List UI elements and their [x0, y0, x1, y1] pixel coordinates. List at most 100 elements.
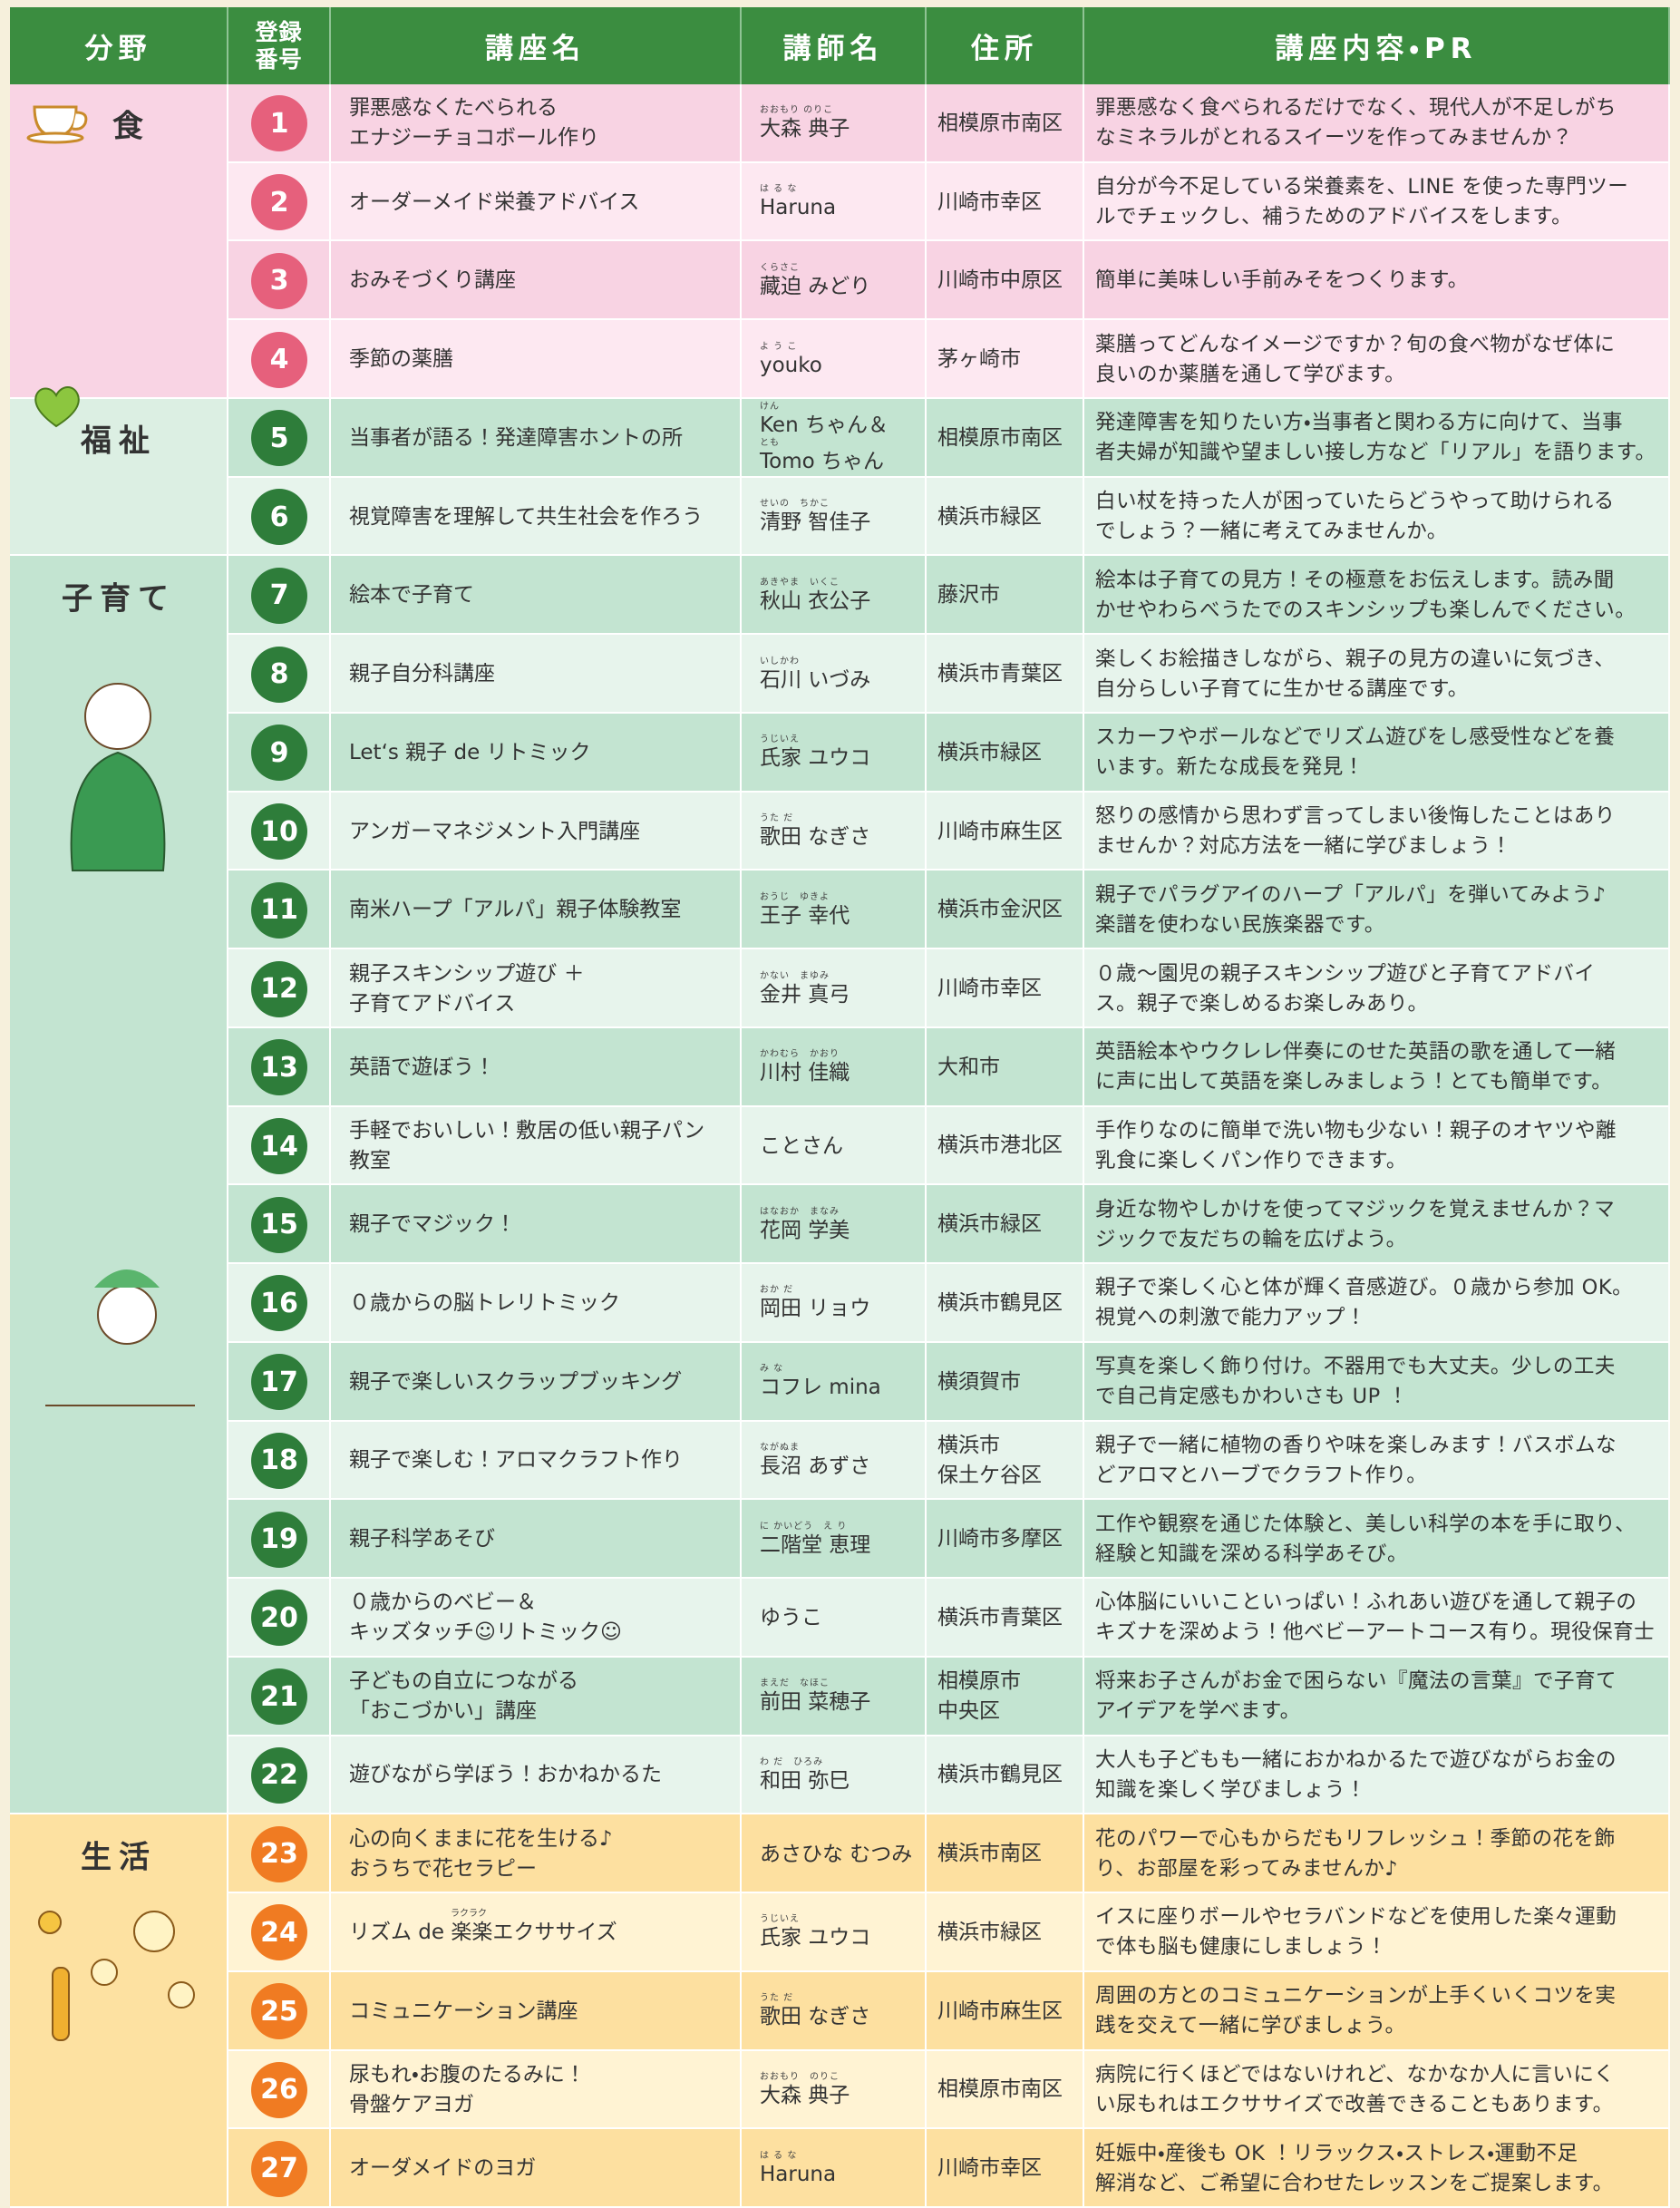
- course-title: 絵本で子育て: [331, 556, 742, 635]
- number-badge: 2: [251, 174, 307, 231]
- pr-line: 白い杖を持った人が困っていたらどうやって助けられる: [1095, 490, 1615, 514]
- row-cell: [742, 1500, 927, 1580]
- row-cell: [742, 84, 927, 163]
- lecturer-reading: わ だ ひろみ: [760, 1756, 824, 1767]
- category-cell: [10, 556, 228, 1815]
- pr-line: ませんか？対応方法を一緒に学びましょう！: [1095, 834, 1512, 859]
- lecturer: ことさん: [742, 1107, 927, 1186]
- row-cell: [331, 713, 742, 793]
- row-cell: [927, 635, 1084, 714]
- pr-line: で自己肯定感もかわいさも UP ！: [1095, 1385, 1409, 1409]
- address: 川崎市多摩区: [927, 1500, 1084, 1579]
- lecturer-name: Ken ちゃん＆: [760, 413, 889, 438]
- number-badge: 11: [251, 881, 307, 939]
- lecturer: けん Ken ちゃん＆ とも Tomo ちゃん: [742, 399, 927, 478]
- lecturer: おおもり のりこ 大森 典子: [742, 2051, 927, 2130]
- lecturer-name: 大森 典子: [760, 2083, 850, 2107]
- lecturer-name: 前田 菜穂子: [760, 1690, 871, 1715]
- row-cell: [331, 1814, 742, 1894]
- lecturer-name: 王子 幸代: [760, 903, 850, 928]
- address: 横浜市金沢区: [927, 871, 1084, 949]
- number-badge: 16: [251, 1275, 307, 1332]
- lecturer-line: くらさこ 藏迫 みどり: [760, 263, 927, 299]
- address: 相模原市南区: [927, 2051, 1084, 2130]
- course-title: 手軽でおいしい！敷居の低い親子パン 教室: [331, 1107, 742, 1186]
- pr-line: ジックで友だちの輪を広げよう。: [1095, 1227, 1407, 1251]
- number-badge: 20: [251, 1590, 307, 1647]
- title-line: 心の向くままに花を生ける♪: [349, 1826, 613, 1851]
- lecturer-name: 和田 弥巳: [760, 1768, 850, 1793]
- course-pr: 心体脳にいいこといっぱい！ふれあい遊びを通して親子の キズナを深めよう！他ベビーア…: [1084, 1579, 1670, 1658]
- row-cell: [331, 1264, 742, 1343]
- number-badge: 3: [251, 252, 307, 309]
- row-cell: [742, 1185, 927, 1265]
- course-title: 季節の薬膳: [331, 320, 742, 399]
- lecturer-reading: まえだ なほこ: [760, 1678, 830, 1689]
- lecturer: あさひな むつみ: [742, 1814, 927, 1893]
- row-cell: [742, 792, 927, 871]
- address: 相模原市南区: [927, 84, 1084, 163]
- title-line: 骨盤ケアヨガ: [349, 2092, 474, 2116]
- row-cell: [1084, 1106, 1670, 1186]
- title-line: 教室: [349, 1148, 391, 1172]
- row-cell: [331, 1185, 742, 1265]
- lecturer-line: み なコフレ mina: [760, 1364, 927, 1400]
- lecturer-line: ことさん: [760, 1133, 927, 1159]
- pr-line: 楽しくお絵描きしながら、親子の見方の違いに気づき、: [1095, 647, 1616, 671]
- number-badge: 15: [251, 1196, 307, 1253]
- row-cell: [742, 1342, 927, 1422]
- row-cell: [1084, 1893, 1670, 1972]
- address: 横浜市緑区: [927, 1185, 1084, 1264]
- pr-line: 良いのか薬膳を通して学びます。: [1095, 362, 1406, 386]
- number-badge: 23: [251, 1825, 307, 1882]
- lecturer-line: うた だ歌田 なぎさ: [760, 1993, 927, 2029]
- lecturer-name: 川村 佳織: [760, 1061, 850, 1085]
- row-cell: [927, 241, 1084, 321]
- number-badge: 27: [251, 2140, 307, 2197]
- pr-line: 手作りなのに簡単で洗い物も少ない！親子のオヤツや離: [1095, 1118, 1617, 1143]
- row-cell: [927, 713, 1084, 793]
- row-cell: [742, 2050, 927, 2130]
- header-text: 講座名: [485, 33, 586, 65]
- address: 横浜市南区: [927, 1814, 1084, 1893]
- pr-line: どアロマとハーブでクラフト作り。: [1095, 1463, 1428, 1487]
- course-title: 当事者が語る！発達障害ホントの所: [331, 399, 742, 478]
- address-line: 川崎市幸区: [937, 2156, 1042, 2181]
- lecturer-name: ゆうこ: [760, 1606, 822, 1630]
- header-text: 講師名: [782, 33, 884, 65]
- lecturer-reading: おおもり のりこ: [760, 105, 834, 116]
- row-cell: [1084, 1971, 1670, 2051]
- row-cell: [927, 1342, 1084, 1422]
- pr-line: 英語絵本やウクレレ伴奏にのせた英語の歌を通して一緒: [1095, 1040, 1617, 1065]
- lecturer: かわむら かおり 川村 佳織: [742, 1028, 927, 1107]
- course-title: 遊びながら学ぼう！おかねかるた: [331, 1736, 742, 1815]
- number-badge: 24: [251, 1904, 307, 1961]
- row-cell: [331, 2129, 742, 2208]
- address-line: 横浜市: [937, 1433, 1000, 1457]
- course-title: 尿もれ・お腹のたるみに！ 骨盤ケアヨガ: [331, 2051, 742, 2130]
- course-pr: 大人も子どもも一緒におかねかるたで遊びながらお金の 知識を楽しく学びましょう！: [1084, 1736, 1670, 1815]
- lecturer-name: 花岡 学美: [760, 1218, 850, 1242]
- pr-line: 者夫婦が知識や望ましい接し方など「リアル」を語ります。: [1095, 441, 1656, 465]
- course-pr: 自分が今不足している栄養素を、LINE を使った専門ツー ルでチェックし、補うため…: [1084, 163, 1670, 242]
- course-title: リズム de 楽楽エクササイズ: [331, 1893, 742, 1972]
- course-title: 親子科学あそび: [331, 1500, 742, 1579]
- course-pr: 薬膳ってどんなイメージですか？旬の食べ物がなぜ体に 良いのか薬膳を通して学びます。: [1084, 320, 1670, 399]
- lecturer-line: とも Tomo ちゃん: [760, 438, 927, 474]
- lecturer-reading: は る な: [760, 184, 798, 195]
- address-line: 横浜市港北区: [937, 1133, 1063, 1158]
- lecturer-name: Haruna: [760, 2162, 837, 2186]
- row-cell: [1084, 84, 1670, 163]
- row-cell: [742, 713, 927, 793]
- address: 横浜市 保土ケ谷区: [927, 1422, 1084, 1501]
- number-badge: 4: [251, 331, 307, 388]
- address-line: 中央区: [937, 1699, 1000, 1724]
- number-badge: 22: [251, 1746, 307, 1804]
- pr-line: 自分が今不足している栄養素を、LINE を使った専門ツー: [1095, 175, 1629, 199]
- lecturer-name: Tomo ちゃん: [760, 450, 885, 474]
- pr-line: スカーフやボールなどでリズム遊びをし感受性などを養: [1095, 725, 1616, 750]
- title-line: 親子スキンシップ遊び ＋: [349, 961, 585, 986]
- title-line: 子育てアドバイス: [349, 991, 516, 1016]
- number-badge: 8: [251, 646, 307, 703]
